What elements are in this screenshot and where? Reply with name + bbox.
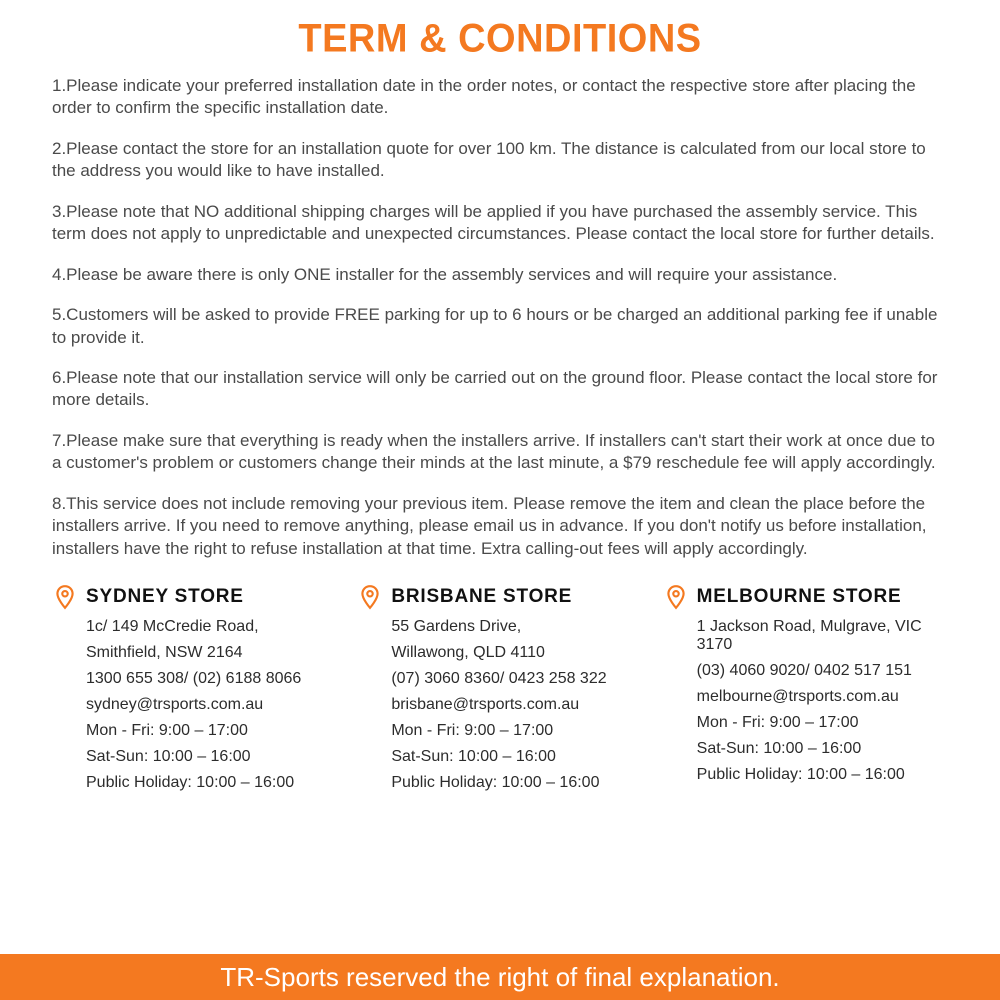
store-line: (03) 4060 9020/ 0402 517 151 [697,662,948,680]
store-line: 1300 655 308/ (02) 6188 8066 [86,670,337,688]
term-item: 1.Please indicate your preferred install… [52,75,948,120]
store-melbourne: MELBOURNE STORE 1 Jackson Road, Mulgrave… [663,584,948,800]
store-line: (07) 3060 8360/ 0423 258 322 [391,670,642,688]
footer-banner: TR-Sports reserved the right of final ex… [0,954,1000,1000]
term-item: 3.Please note that NO additional shippin… [52,201,948,246]
footer-text: TR-Sports reserved the right of final ex… [220,962,779,993]
stores-row: SYDNEY STORE 1c/ 149 McCredie Road, Smit… [0,584,1000,800]
store-line: Public Holiday: 10:00 – 16:00 [86,774,337,792]
store-line: Mon - Fri: 9:00 – 17:00 [86,722,337,740]
location-pin-icon [52,584,78,610]
store-line: Sat-Sun: 10:00 – 16:00 [697,740,948,758]
term-item: 4.Please be aware there is only ONE inst… [52,264,948,286]
location-pin-icon [663,584,689,610]
term-item: 2.Please contact the store for an instal… [52,138,948,183]
store-line: Smithfield, NSW 2164 [86,644,337,662]
store-header: SYDNEY STORE [52,584,337,610]
store-line: Mon - Fri: 9:00 – 17:00 [697,714,948,732]
store-line: Public Holiday: 10:00 – 16:00 [697,766,948,784]
store-line: melbourne@trsports.com.au [697,688,948,706]
term-item: 6.Please note that our installation serv… [52,367,948,412]
store-line: Sat-Sun: 10:00 – 16:00 [86,748,337,766]
store-line: Willawong, QLD 4110 [391,644,642,662]
store-name: SYDNEY STORE [86,586,244,608]
page-title: TERM & CONDITIONS [0,17,1000,62]
store-line: Mon - Fri: 9:00 – 17:00 [391,722,642,740]
terms-list: 1.Please indicate your preferred install… [0,75,1000,578]
store-line: brisbane@trsports.com.au [391,696,642,714]
store-line: sydney@trsports.com.au [86,696,337,714]
store-sydney: SYDNEY STORE 1c/ 149 McCredie Road, Smit… [52,584,337,800]
store-line: Public Holiday: 10:00 – 16:00 [391,774,642,792]
store-header: MELBOURNE STORE [663,584,948,610]
store-header: BRISBANE STORE [357,584,642,610]
store-line: 1c/ 149 McCredie Road, [86,618,337,636]
store-name: BRISBANE STORE [391,586,572,608]
term-item: 8.This service does not include removing… [52,493,948,560]
store-line: 55 Gardens Drive, [391,618,642,636]
store-brisbane: BRISBANE STORE 55 Gardens Drive, Willawo… [357,584,642,800]
store-name: MELBOURNE STORE [697,586,902,608]
term-item: 5.Customers will be asked to provide FRE… [52,304,948,349]
store-details: 55 Gardens Drive, Willawong, QLD 4110 (0… [357,618,642,792]
store-details: 1c/ 149 McCredie Road, Smithfield, NSW 2… [52,618,337,792]
store-details: 1 Jackson Road, Mulgrave, VIC 3170 (03) … [663,618,948,784]
store-line: 1 Jackson Road, Mulgrave, VIC 3170 [697,618,948,654]
location-pin-icon [357,584,383,610]
store-line: Sat-Sun: 10:00 – 16:00 [391,748,642,766]
term-item: 7.Please make sure that everything is re… [52,430,948,475]
